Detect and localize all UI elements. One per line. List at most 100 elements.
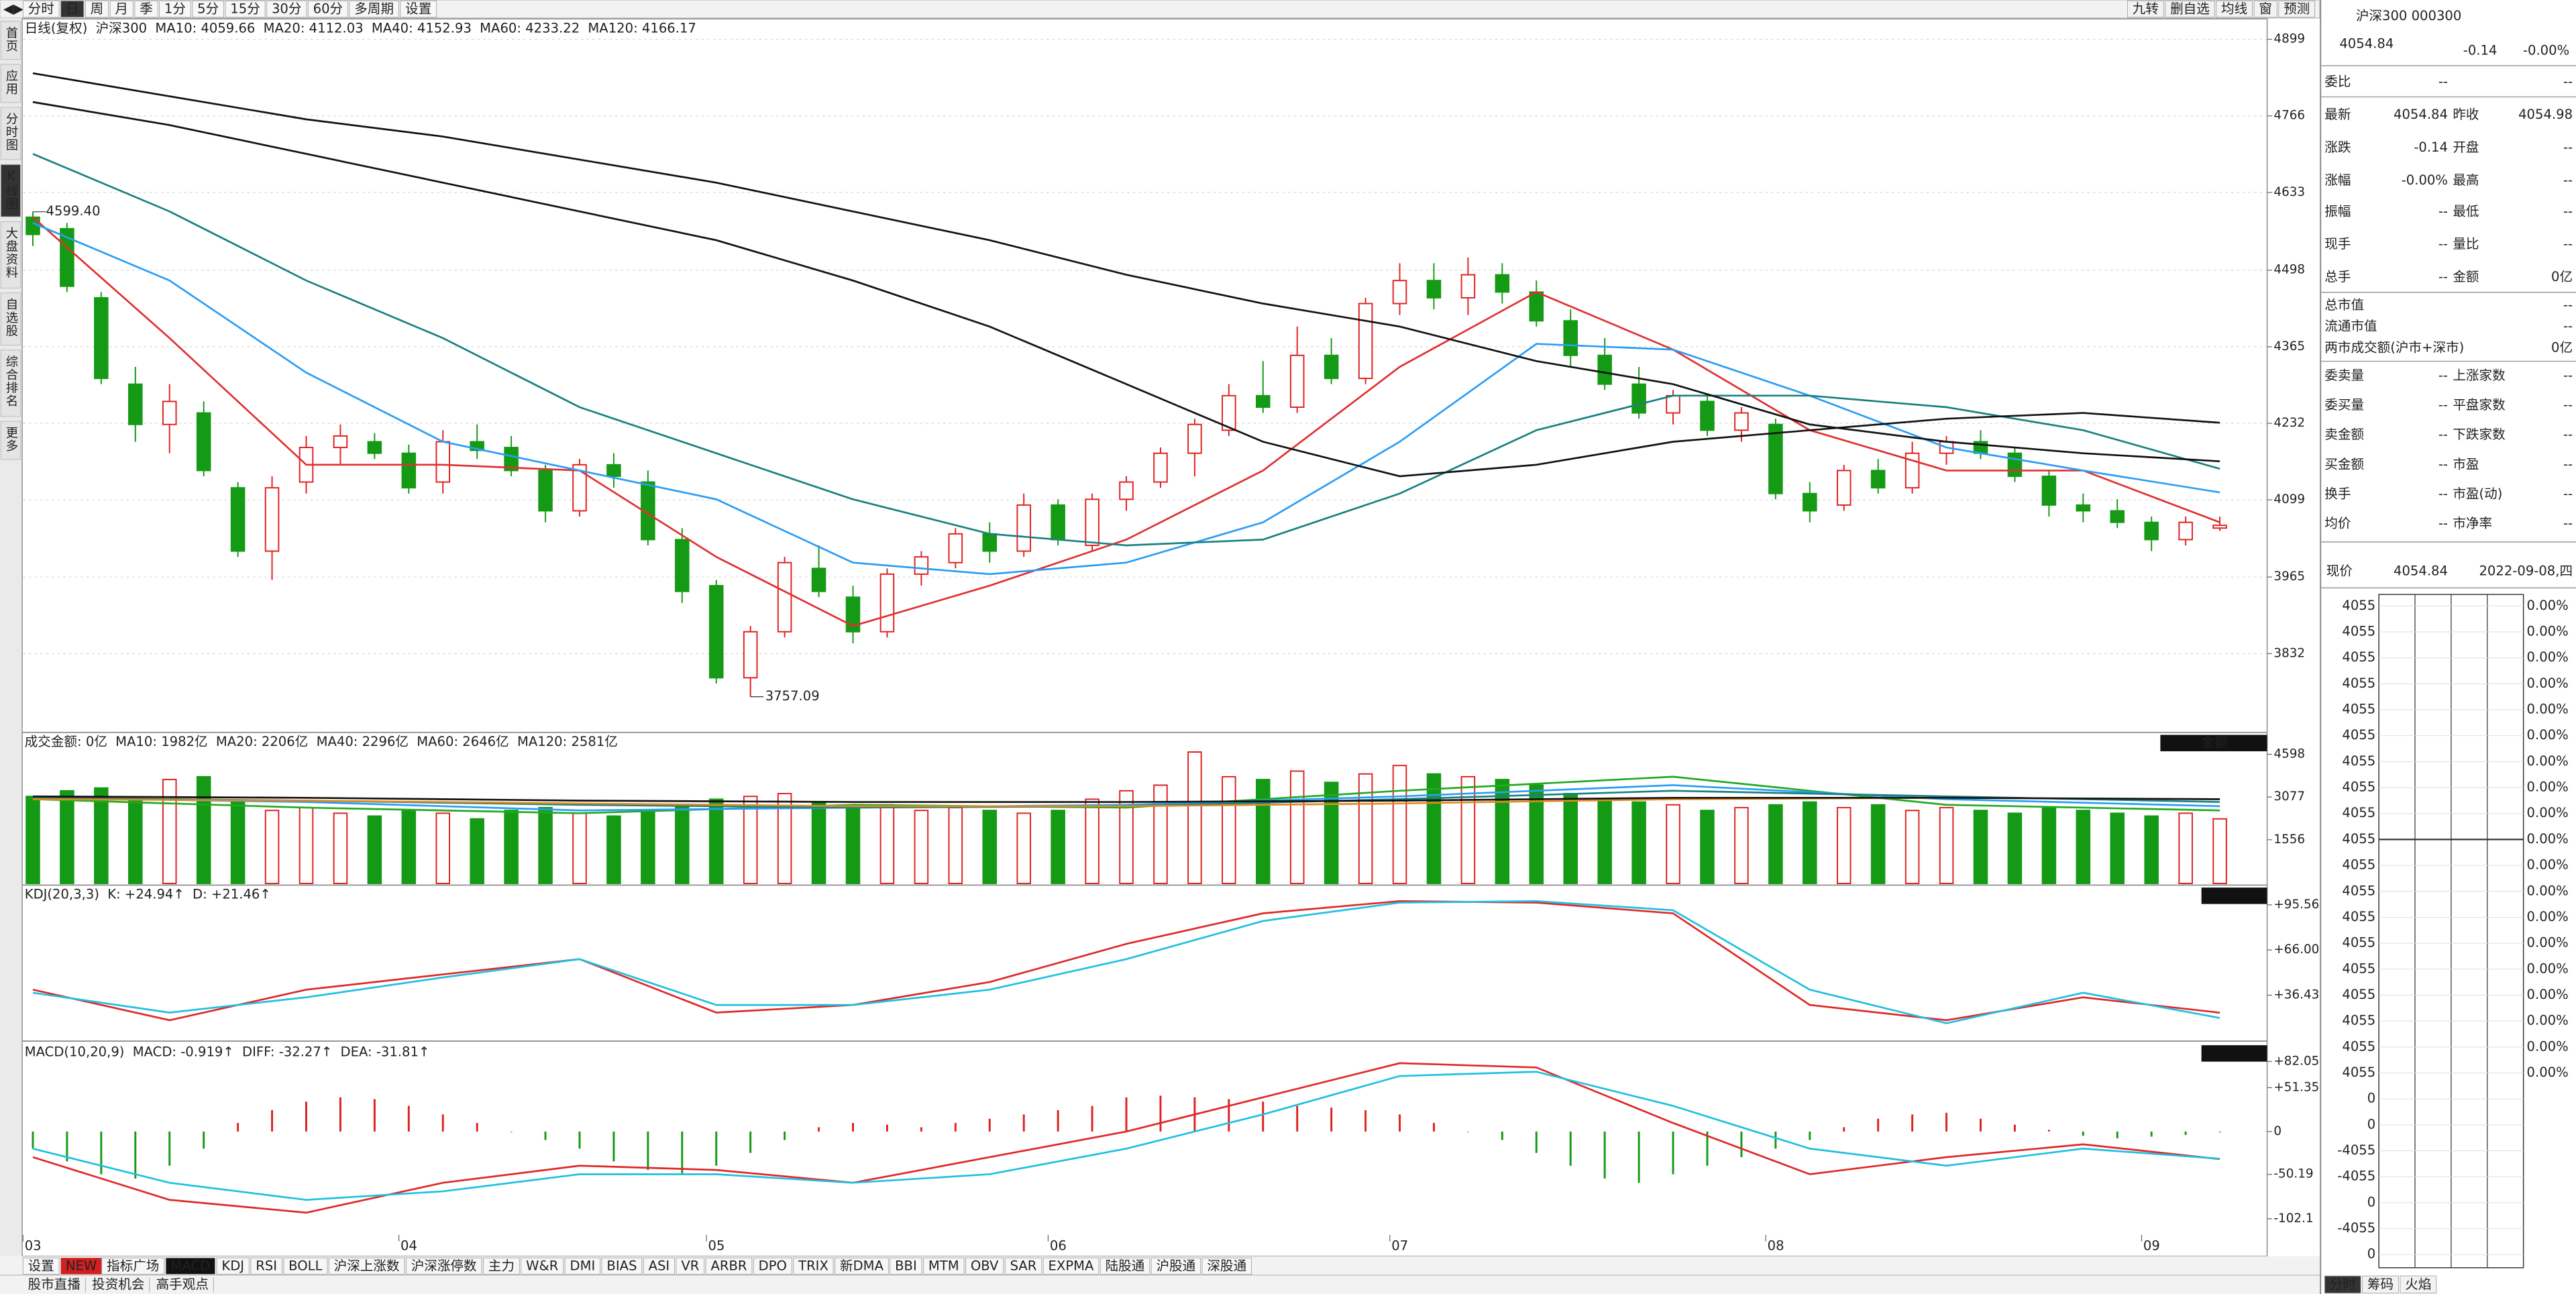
quote-value: --	[2438, 456, 2448, 472]
indicator-tab[interactable]: 沪深上涨数	[334, 1258, 400, 1274]
toolbar-button[interactable]: 分时	[28, 1, 54, 17]
indicator-tab[interactable]: NEW	[66, 1258, 97, 1274]
indicator-tab[interactable]: 深股通	[1207, 1258, 1246, 1274]
legend-title: 沪深300	[96, 20, 148, 36]
indicator-tab[interactable]: 主力	[488, 1258, 515, 1274]
indicator-tab[interactable]: BOLL	[288, 1258, 322, 1274]
indicator-tab-bg	[793, 1257, 834, 1275]
candle-body	[1255, 394, 1271, 408]
indicator-tab[interactable]: ASI	[649, 1258, 670, 1274]
toolbar-button[interactable]: 设置	[405, 1, 431, 17]
panel-badge[interactable]: 金额	[2202, 735, 2229, 750]
price-grid-left: 4055	[2342, 987, 2375, 1002]
price-grid-left: -4055	[2337, 1169, 2375, 1184]
toolbar-button-bg	[2127, 0, 2164, 18]
indicator-tab[interactable]: TRIX	[798, 1258, 828, 1274]
toolbar-button[interactable]: 30分	[272, 1, 302, 17]
now-date: 2022-09-08,四	[2479, 563, 2573, 578]
indicator-tab[interactable]: 设置	[28, 1258, 54, 1274]
macd-bar	[339, 1097, 341, 1132]
macd-bar	[988, 1118, 991, 1132]
indicator-tab[interactable]: MTM	[928, 1258, 959, 1274]
series-line	[32, 101, 2220, 478]
sidebar-tab[interactable]: 自选股	[4, 298, 18, 337]
quote-label: 现手	[2324, 236, 2351, 252]
candle-body	[1153, 452, 1168, 483]
indicator-tab[interactable]: 指标广场	[107, 1258, 159, 1274]
candle-body	[845, 596, 861, 633]
toolbar-button[interactable]: 窗	[2259, 1, 2272, 17]
legend-entry: K: +24.94↑	[107, 887, 184, 902]
sidebar-tab[interactable]: 首页	[4, 26, 18, 52]
indicator-tab-bg	[890, 1257, 922, 1275]
toolbar-button[interactable]: 多周期	[354, 1, 394, 17]
series-line	[32, 900, 2220, 1024]
indicator-tab[interactable]: 新DMA	[840, 1258, 884, 1274]
sidebar-tab[interactable]: 应用	[4, 69, 18, 95]
toolbar-button[interactable]: 周	[91, 1, 104, 17]
indicator-tab[interactable]: EXPMA	[1049, 1258, 1094, 1274]
indicator-tab[interactable]: VR	[681, 1258, 699, 1274]
volume-bar	[675, 804, 690, 884]
toolbar-button[interactable]: 15分	[230, 1, 260, 17]
indicator-tab[interactable]: 沪深涨停数	[411, 1258, 477, 1274]
toolbar-button[interactable]: 季	[140, 1, 153, 17]
price-grid-left: 4055	[2342, 727, 2375, 743]
bottom-link[interactable]: 高手观点	[156, 1277, 209, 1292]
sidebar-tab[interactable]: 更多	[4, 426, 18, 452]
bottom-link[interactable]: 股市直播	[28, 1277, 81, 1292]
macd-bar	[1091, 1106, 1093, 1132]
candle-body	[914, 556, 929, 575]
toolbar-button[interactable]: 60分	[313, 1, 343, 17]
panel-badge-bg	[2160, 735, 2267, 751]
toolbar-button[interactable]: 九转	[2133, 1, 2159, 17]
price-grid-left: -4055	[2337, 1220, 2375, 1236]
quote-label: 均价	[2324, 515, 2351, 531]
indicator-tab[interactable]: DPO	[759, 1258, 787, 1274]
sidebar-tab[interactable]: 综合排名	[4, 355, 18, 407]
indicator-tab[interactable]: BIAS	[606, 1258, 637, 1274]
toolbar-button[interactable]: 日	[66, 1, 79, 17]
volume-bar	[948, 806, 963, 884]
volume-bar	[1768, 804, 1783, 884]
indicator-tab[interactable]: ARBR	[710, 1258, 747, 1274]
indicator-tab[interactable]: MACD	[171, 1258, 211, 1274]
y-tick-label: +95.56	[2273, 898, 2319, 912]
indicator-tab[interactable]: KDJ	[221, 1258, 244, 1274]
volume-bar	[572, 812, 587, 884]
indicator-tab[interactable]: 陆股通	[1106, 1258, 1145, 1274]
price-grid-left: 4055	[2342, 857, 2375, 873]
quote-tab[interactable]: 筹码	[2367, 1277, 2394, 1292]
quote-tab[interactable]: 火焰	[2405, 1277, 2431, 1292]
toolbar-button[interactable]: 均线	[2221, 1, 2247, 17]
toolbar-button[interactable]: 5分	[197, 1, 219, 17]
bottom-link[interactable]: 投资机会	[92, 1277, 144, 1292]
series-line	[32, 1071, 2220, 1201]
sidebar-tab[interactable]: 大盘资料	[4, 227, 18, 279]
price-grid-right: 0.00%	[2527, 961, 2569, 976]
now-label: 现价	[2326, 563, 2353, 578]
volume-bar	[708, 798, 724, 884]
price-grid-left: 4055	[2342, 805, 2375, 820]
sidebar-tab[interactable]: 分时图	[4, 112, 18, 152]
indicator-tab-bg	[482, 1257, 520, 1275]
toolbar-button[interactable]: 删自选	[2170, 1, 2210, 17]
indicator-tab[interactable]: OBV	[971, 1258, 999, 1274]
volume-bar	[1597, 798, 1612, 884]
toolbar-button[interactable]: 1分	[164, 1, 186, 17]
sidebar-tab[interactable]: K线图	[4, 170, 18, 211]
quote-tab[interactable]: 分时	[2330, 1277, 2356, 1292]
toolbar-button[interactable]: 预测	[2284, 1, 2310, 17]
indicator-tab[interactable]: W&R	[526, 1258, 559, 1274]
candle-body	[1358, 303, 1373, 380]
indicator-tab[interactable]: SAR	[1010, 1258, 1037, 1274]
candle-body	[1836, 470, 1851, 506]
indicator-tab[interactable]: RSI	[256, 1258, 277, 1274]
indicator-tab[interactable]: BBI	[895, 1258, 917, 1274]
indicator-tab[interactable]: 沪股通	[1156, 1258, 1195, 1274]
legend-entry: MA20: 4112.03	[264, 20, 364, 36]
volume-bar	[743, 796, 758, 884]
indicator-tab[interactable]: DMI	[570, 1258, 595, 1274]
toolbar-button[interactable]: 月	[115, 1, 128, 17]
candle-body	[1324, 354, 1339, 380]
